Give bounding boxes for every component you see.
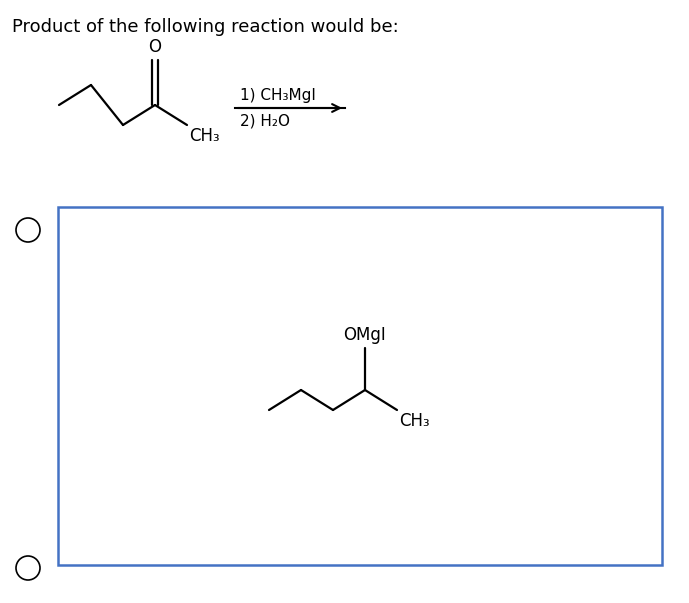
Bar [58,207,662,565]
Text: CH₃: CH₃ [189,127,220,145]
Text: 2) H₂O: 2) H₂O [240,113,290,128]
Text: O: O [149,38,161,56]
Text: CH₃: CH₃ [399,412,430,430]
Text: OMgI: OMgI [344,326,387,344]
Text: 1) CH₃MgI: 1) CH₃MgI [240,88,316,103]
Text: Product of the following reaction would be:: Product of the following reaction would … [12,18,399,36]
